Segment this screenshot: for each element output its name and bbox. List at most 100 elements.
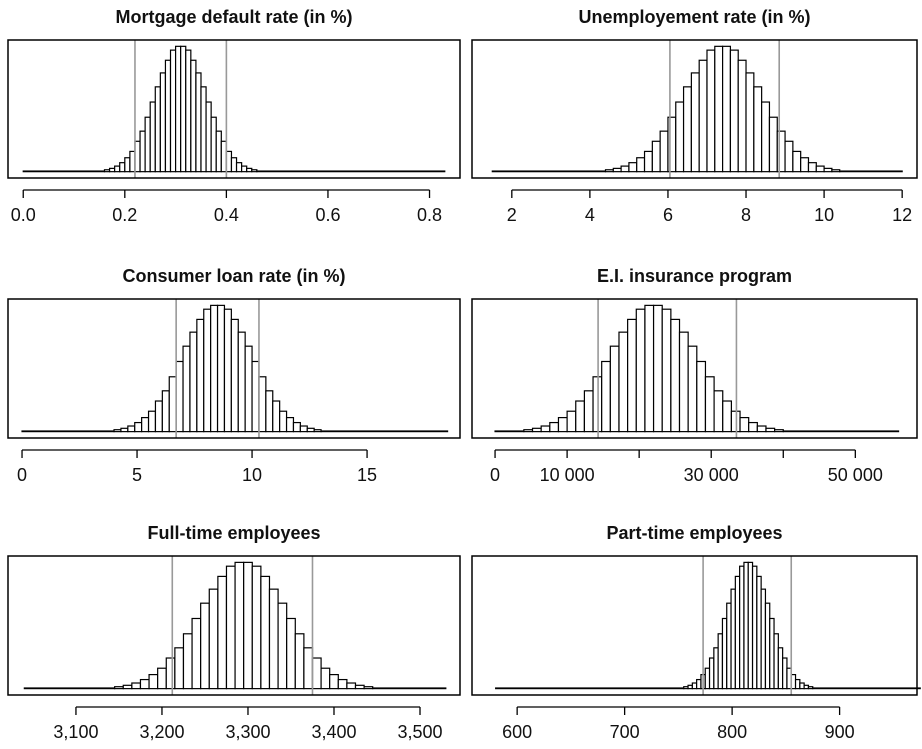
- histogram-bar: [234, 561, 245, 690]
- histogram-bar: [268, 588, 279, 690]
- histogram-bar: [683, 686, 689, 690]
- x-tick-label: 700: [610, 722, 640, 742]
- panel-title: Mortgage default rate (in %): [115, 7, 352, 27]
- histogram-bar: [760, 588, 767, 690]
- plot-frame: [471, 39, 918, 179]
- histogram-bar: [168, 376, 177, 433]
- histogram-bar: [363, 686, 374, 690]
- histogram-bar: [313, 429, 322, 433]
- histogram-bar: [180, 45, 187, 173]
- panel-title: Full-time employees: [147, 523, 320, 543]
- histogram-bar: [739, 565, 745, 690]
- histogram-bar: [601, 360, 611, 433]
- histogram-bar: [618, 331, 629, 433]
- x-tick-label: 8: [741, 205, 751, 225]
- histogram-bar: [751, 565, 758, 690]
- histogram-bar: [119, 162, 126, 173]
- histogram-bar: [782, 430, 900, 433]
- histogram-bar: [777, 647, 784, 690]
- histogram-bar: [21, 430, 115, 433]
- x-tick-label: 4: [585, 205, 595, 225]
- histogram-bar: [230, 318, 239, 433]
- histogram-bar: [704, 376, 715, 433]
- histogram-bar: [722, 400, 732, 433]
- histogram-bar: [761, 101, 771, 173]
- histogram-bar: [139, 678, 150, 690]
- histogram-bar: [839, 170, 903, 173]
- histogram-bar: [675, 101, 685, 173]
- histogram-bar: [23, 687, 116, 690]
- histogram-bar: [210, 304, 219, 433]
- x-tick-label: 0.2: [112, 205, 137, 225]
- x-tick-label: 800: [717, 722, 747, 742]
- histogram-bar: [277, 602, 288, 690]
- histogram-bar: [704, 667, 711, 690]
- histogram-bar: [161, 390, 170, 433]
- panel-title: Consumer loan rate (in %): [122, 266, 345, 286]
- histogram-bar: [583, 390, 594, 433]
- histogram-bar: [612, 167, 622, 173]
- histogram-bar: [652, 304, 663, 433]
- x-tick-label: 10: [242, 465, 262, 485]
- histogram-bar: [628, 162, 638, 173]
- histogram-bar: [144, 116, 151, 173]
- histogram-bar: [690, 72, 700, 173]
- histogram-bar: [682, 86, 692, 173]
- plot-frame: [471, 298, 918, 439]
- histogram-bar: [604, 169, 614, 173]
- histogram-bar: [260, 575, 271, 690]
- histogram-bar: [743, 561, 749, 690]
- histogram-bar: [279, 410, 288, 433]
- histogram-bar: [696, 360, 707, 433]
- histogram-bar: [807, 686, 814, 690]
- histogram-bar: [753, 86, 763, 173]
- histogram-bar: [165, 657, 176, 690]
- histogram-bar: [747, 561, 754, 690]
- plot-frame: [471, 555, 918, 696]
- histogram-bar: [636, 157, 646, 173]
- x-tick-label: 3,500: [397, 722, 442, 742]
- histogram-bar: [191, 617, 202, 690]
- histogram-bar: [299, 425, 308, 433]
- histogram-bar: [200, 86, 207, 173]
- histogram-bar: [114, 165, 121, 173]
- histogram-bar: [794, 678, 801, 690]
- x-tick-label: 0.0: [11, 205, 36, 225]
- histogram-bar: [635, 308, 646, 433]
- histogram-bar: [131, 682, 142, 690]
- histogram-bar: [756, 425, 767, 433]
- histogram-bar: [721, 617, 728, 690]
- histogram-bar: [139, 130, 146, 173]
- histogram-bar: [774, 429, 784, 433]
- histogram-bar: [722, 45, 732, 173]
- histogram-bar: [768, 116, 778, 173]
- x-tick-label: 3,300: [225, 722, 270, 742]
- histogram-bar: [185, 49, 192, 173]
- histogram-bar: [748, 421, 758, 433]
- histogram-bar: [812, 687, 921, 690]
- histogram-bar: [803, 684, 810, 690]
- histogram-bar: [737, 59, 747, 173]
- histogram-bar: [258, 376, 267, 433]
- x-tick-label: 10: [814, 205, 834, 225]
- histogram-bar: [134, 421, 143, 433]
- histogram-bar: [210, 116, 217, 173]
- histogram-bar: [713, 390, 724, 433]
- histogram-bar: [784, 140, 794, 173]
- histogram-bar: [609, 345, 620, 433]
- histogram-bar: [739, 416, 750, 433]
- x-tick-label: 3,400: [311, 722, 356, 742]
- histogram-bar: [189, 331, 198, 433]
- histogram-bar: [756, 575, 762, 690]
- histogram-bar: [303, 647, 314, 690]
- plot-frame: [7, 39, 461, 179]
- histogram-bar: [549, 421, 560, 433]
- histogram-bar: [311, 657, 322, 690]
- histogram-bar: [223, 308, 232, 433]
- histogram-bar: [127, 425, 136, 433]
- x-tick-label: 900: [825, 722, 855, 742]
- histogram-bar: [799, 682, 805, 690]
- histogram-bar: [320, 430, 449, 433]
- histogram-bar: [205, 101, 212, 173]
- histogram-bar: [643, 150, 653, 173]
